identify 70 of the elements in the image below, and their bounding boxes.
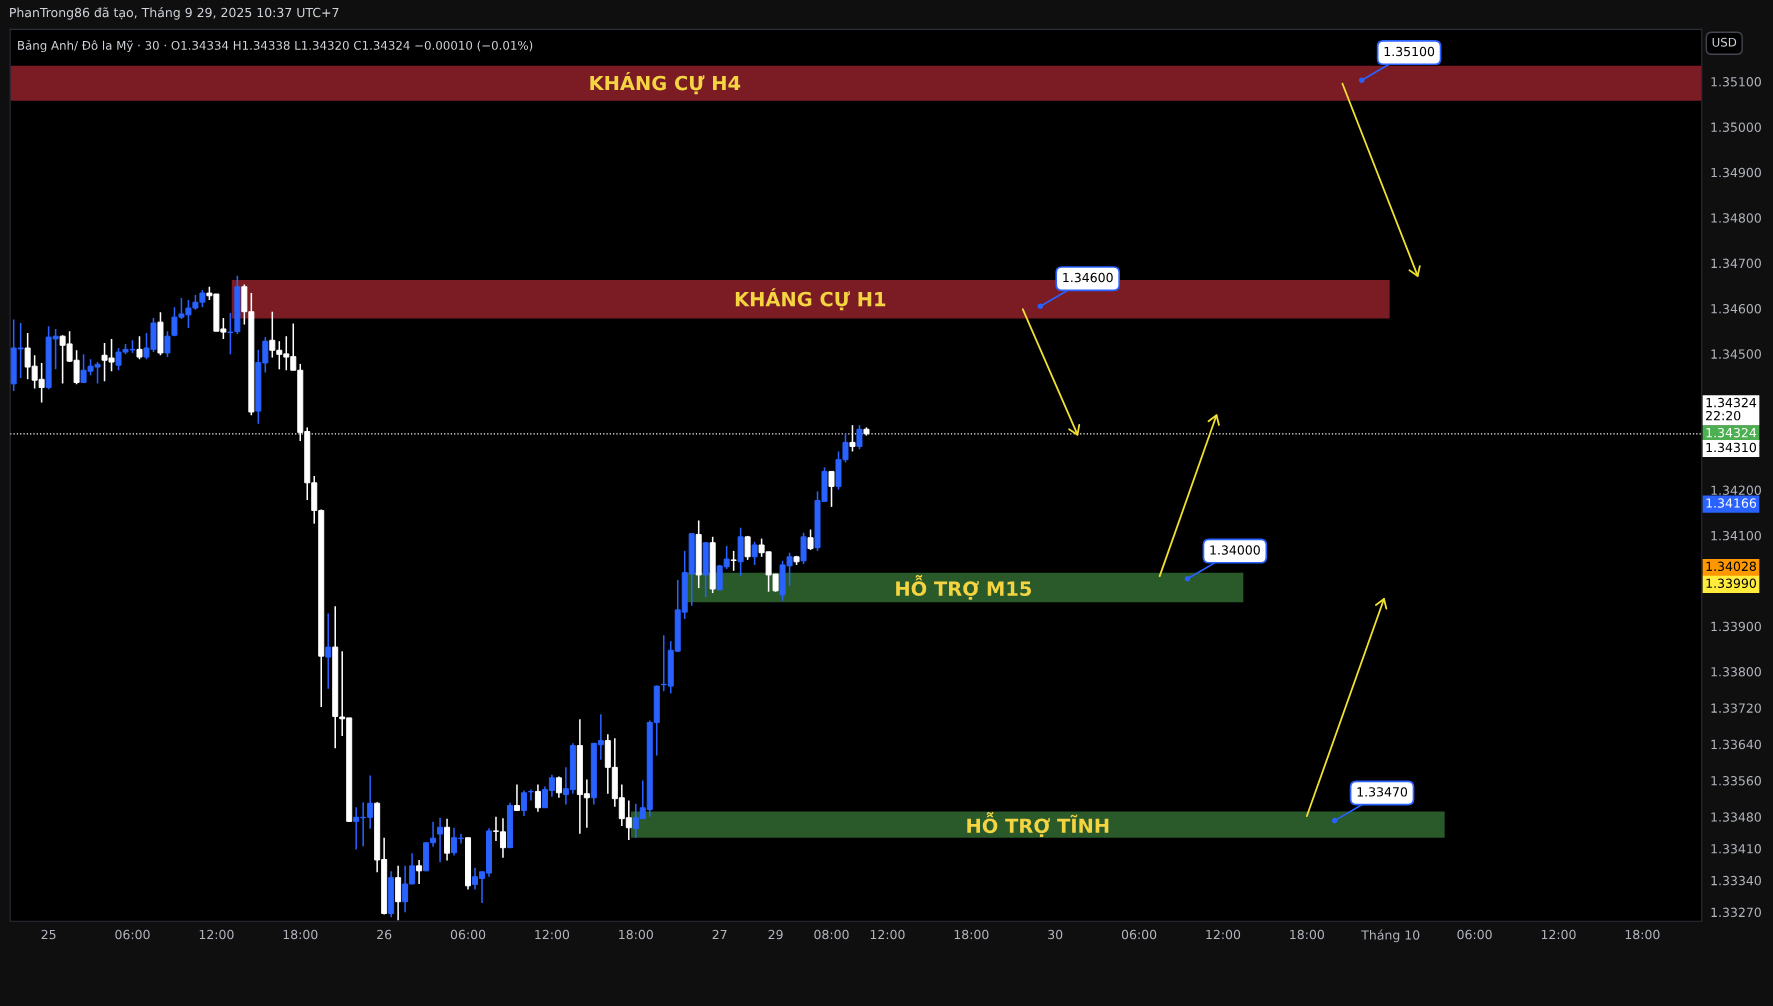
- y-tick-label: 1.33640: [1711, 739, 1761, 750]
- y-tick-label: 1.33410: [1711, 844, 1761, 854]
- band-label: HỖ TRỢ TĨNH: [967, 812, 1109, 837]
- candlestick: [828, 470, 835, 508]
- x-tick-label: 27: [712, 929, 727, 940]
- candlestick: [513, 783, 520, 812]
- y-tick-label: 1.33340: [1711, 875, 1761, 886]
- x-tick-label: 18:00: [619, 929, 653, 940]
- candlestick: [751, 541, 758, 566]
- x-tick-label: 18:00: [1290, 929, 1325, 940]
- y-tick-label: 1.34600: [1711, 303, 1761, 314]
- ref-line-label: 1.34324: [1706, 427, 1757, 438]
- y-tick-label: 1.33480: [1711, 812, 1761, 822]
- y-tick-label: 1.33800: [1711, 667, 1761, 677]
- chart-subtitle: PhanTrong86 đã tạo, Tháng 9 29, 2025 10:37 UTC+7: [10, 7, 339, 20]
- x-tick-label: 08:00: [814, 929, 849, 940]
- y-axis-title: USD: [1712, 37, 1737, 47]
- text: 1.34166: [1706, 498, 1757, 508]
- y-tick-label: 1.33720: [1711, 703, 1761, 713]
- candlestick: [325, 612, 332, 690]
- y-tick-label: 1.34800: [1711, 213, 1761, 223]
- x-tick-label: 30: [1048, 929, 1063, 940]
- text: 1.34324 22:20: [1706, 397, 1757, 421]
- candlestick: [164, 330, 171, 358]
- candlestick: [136, 335, 143, 361]
- x-tick-label: 26: [377, 929, 392, 940]
- x-tick-label: 12:00: [1206, 929, 1241, 940]
- x-tick-label: 06:00: [1457, 929, 1492, 940]
- x-tick-label: 18:00: [283, 929, 318, 940]
- band-label: KHÁNG CỰ H1: [735, 288, 886, 311]
- candlestick: [730, 550, 737, 572]
- y-tick-label: 1.35100: [1711, 77, 1761, 87]
- y-tick-label: 1.33900: [1711, 621, 1761, 632]
- annotation: 1.33470: [1357, 787, 1408, 797]
- y-tick-label: 1.34200: [1711, 485, 1761, 495]
- annotation: 1.34000: [1210, 545, 1260, 555]
- x-tick-label: 12:00: [1541, 929, 1576, 940]
- candlestick: [416, 859, 423, 885]
- y-tick-label: 1.33560: [1711, 776, 1761, 786]
- x-tick-label: Tháng 10: [1361, 929, 1420, 943]
- x-tick-label: 06:00: [1121, 929, 1157, 940]
- x-tick-label: 12:00: [535, 929, 570, 940]
- x-tick-label: 06:00: [115, 929, 150, 940]
- x-tick-label: 18:00: [954, 929, 989, 940]
- candlestick: [437, 816, 444, 863]
- text: 1.34310: [1706, 442, 1757, 453]
- text: 1.33990: [1706, 578, 1757, 589]
- band-label: HỖ TRỢ M15: [896, 574, 1032, 600]
- candlestick: [807, 528, 814, 551]
- y-tick-label: 1.34700: [1711, 258, 1761, 269]
- x-tick-label: 29: [768, 929, 783, 940]
- y-tick-label: 1.34100: [1711, 530, 1761, 541]
- x-tick-label: 06:00: [450, 929, 486, 940]
- candlestick: [534, 783, 541, 813]
- annotation: 1.35100: [1384, 46, 1435, 57]
- annotation: 1.34600: [1063, 272, 1113, 283]
- candlestick: [856, 424, 863, 450]
- text: 1.34028: [1706, 561, 1756, 572]
- text: Bảng Anh/ Đô la Mỹ · 30 · O1.34334 H1.34338 L1.34320 C1.34324 −0.00010 (−0.01%): [18, 40, 533, 53]
- y-tick-label: 1.33270: [1711, 907, 1761, 918]
- y-tick-label: 1.34500: [1711, 349, 1761, 359]
- x-tick-label: 25: [41, 929, 56, 940]
- y-tick-label: 1.34900: [1711, 167, 1761, 178]
- band-label: KHÁNG CỰ H4: [590, 72, 741, 95]
- x-tick-label: 18:00: [1625, 929, 1660, 940]
- x-tick-label: 12:00: [199, 929, 234, 940]
- candlestick: [555, 775, 562, 799]
- y-tick-label: 1.35000: [1711, 122, 1761, 132]
- x-tick-label: 12:00: [870, 929, 905, 940]
- candlestick: [744, 535, 751, 561]
